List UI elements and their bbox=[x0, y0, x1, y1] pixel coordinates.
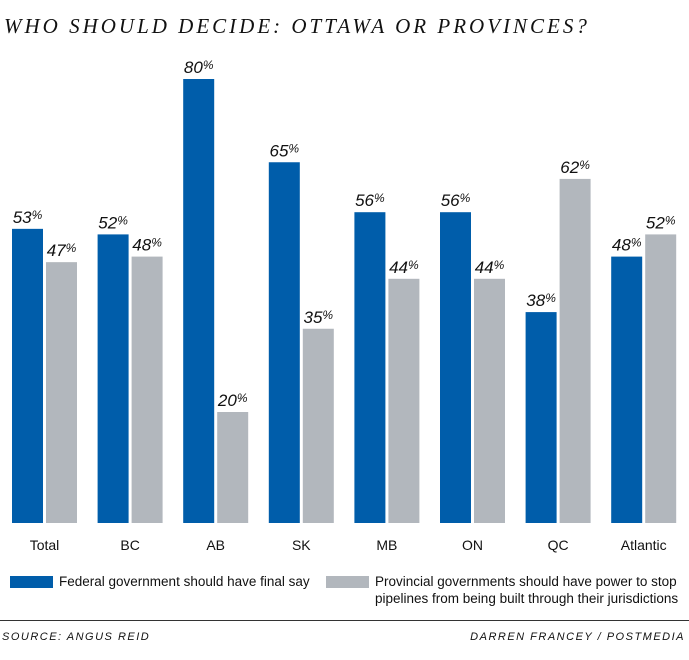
category-label-mb: MB bbox=[376, 537, 397, 553]
data-label-ab-provincial: 20% bbox=[217, 391, 248, 410]
data-label-mb-provincial: 44% bbox=[389, 258, 419, 277]
data-label-mb-federal: 56% bbox=[355, 191, 385, 210]
category-label-qc: QC bbox=[548, 537, 569, 553]
data-label-bc-provincial: 48% bbox=[132, 236, 162, 255]
data-label-sk-provincial: 35% bbox=[304, 308, 334, 327]
legend-label-provincial: Provincial governments should have power… bbox=[375, 574, 679, 606]
footer-divider bbox=[0, 620, 689, 621]
author-credit: DARREN FRANCEY / POSTMEDIA bbox=[470, 631, 685, 643]
bar-ab-provincial bbox=[217, 412, 249, 523]
bar-ab-federal bbox=[183, 79, 215, 523]
data-label-qc-federal: 38% bbox=[526, 291, 556, 310]
bar-sk-federal bbox=[268, 162, 300, 523]
legend-swatch-provincial bbox=[326, 576, 369, 588]
bar-atlantic-federal bbox=[611, 256, 643, 523]
bar-total-provincial bbox=[46, 262, 77, 523]
bar-on-provincial bbox=[474, 278, 505, 523]
bar-qc-federal bbox=[525, 312, 557, 523]
bar-on-federal bbox=[440, 212, 471, 523]
data-label-total-federal: 53% bbox=[13, 208, 43, 227]
data-label-sk-federal: 65% bbox=[270, 141, 300, 160]
data-label-atlantic-federal: 48% bbox=[612, 236, 642, 255]
bar-chart: 53%47%Total52%48%BC80%20%AB65%35%SK56%44… bbox=[12, 58, 677, 553]
category-label-ab: AB bbox=[206, 537, 225, 553]
bar-mb-provincial bbox=[388, 278, 420, 523]
bar-qc-provincial bbox=[559, 178, 591, 523]
data-label-atlantic-provincial: 52% bbox=[646, 213, 676, 232]
bar-total-federal bbox=[12, 228, 43, 523]
category-label-bc: BC bbox=[120, 537, 139, 553]
category-label-total: Total bbox=[30, 537, 60, 553]
chart-title: WHO SHOULD DECIDE: OTTAWA OR PROVINCES? bbox=[4, 14, 590, 38]
category-label-atlantic: Atlantic bbox=[621, 537, 667, 553]
bar-atlantic-provincial bbox=[645, 234, 677, 523]
legend-label-federal: Federal government should have final say bbox=[59, 574, 310, 589]
data-label-qc-provincial: 62% bbox=[560, 158, 590, 177]
data-label-total-provincial: 47% bbox=[47, 241, 77, 260]
category-label-on: ON bbox=[462, 537, 483, 553]
data-label-on-federal: 56% bbox=[441, 191, 471, 210]
bar-bc-federal bbox=[97, 234, 129, 523]
bar-sk-provincial bbox=[302, 328, 334, 523]
category-label-sk: SK bbox=[292, 537, 311, 553]
data-label-ab-federal: 80% bbox=[184, 58, 214, 77]
legend-swatch-federal bbox=[10, 576, 53, 588]
bar-bc-provincial bbox=[131, 256, 163, 523]
data-label-bc-federal: 52% bbox=[98, 213, 128, 232]
source-credit: SOURCE: ANGUS REID bbox=[2, 631, 151, 643]
data-label-on-provincial: 44% bbox=[475, 258, 505, 277]
bar-mb-federal bbox=[354, 212, 386, 523]
